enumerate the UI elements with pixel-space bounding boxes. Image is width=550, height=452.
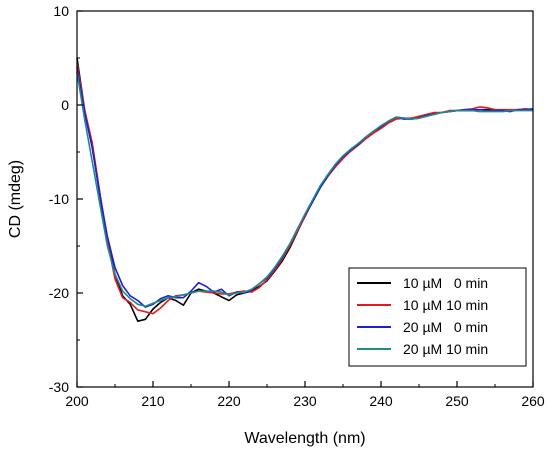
y-tick-label: -30: [49, 379, 69, 395]
x-tick-label: 260: [521, 393, 545, 409]
x-tick-label: 240: [369, 393, 393, 409]
legend-label: 10 µM 0 min: [403, 275, 488, 291]
x-tick-label: 250: [445, 393, 469, 409]
y-tick-label: -10: [49, 191, 69, 207]
series-line-4: [76, 71, 533, 308]
y-tick-label: 10: [53, 3, 69, 19]
x-tick-label: 210: [141, 393, 165, 409]
tick-labels: 200 210 220 230 240 250 260 -30 -20 -10 0 10: [49, 3, 545, 409]
x-tick-label: 200: [65, 393, 89, 409]
legend-label: 20 µM 10 min: [403, 341, 488, 357]
axis-ticks: [76, 10, 534, 388]
legend-label: 20 µM 0 min: [403, 319, 488, 335]
legend-label: 10 µM 10 min: [403, 297, 488, 313]
y-tick-label: 0: [61, 97, 69, 113]
y-axis-title: CD (mdeg): [7, 160, 24, 238]
legend: 10 µM 0 min 10 µM 10 min 20 µM 0 min 20 µM …: [348, 267, 527, 367]
y-tick-label: -20: [49, 285, 69, 301]
x-tick-label: 220: [217, 393, 241, 409]
x-axis-title: Wavelength (nm): [244, 430, 365, 447]
plot-lines: [76, 57, 534, 323]
x-tick-label: 230: [293, 393, 317, 409]
